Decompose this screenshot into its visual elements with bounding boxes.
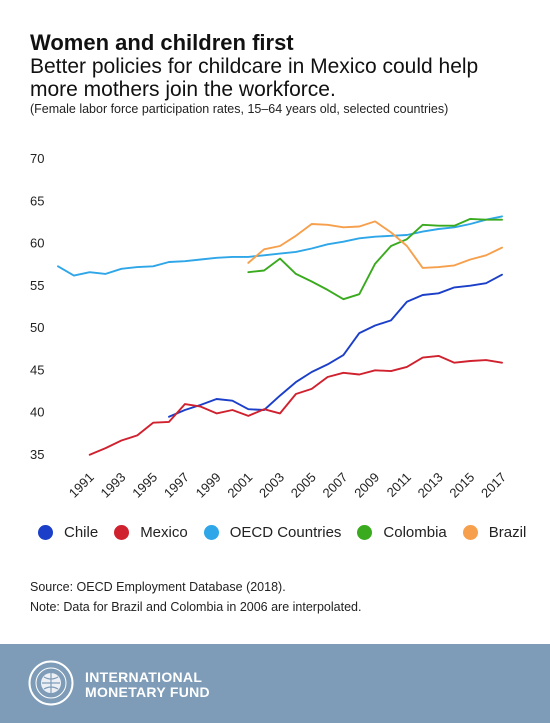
x-tick-label: 1993 [97,470,128,501]
legend-label-chile: Chile [64,524,99,541]
legend-swatch-chile [38,525,53,540]
x-tick-label: 1995 [129,470,160,501]
chart-title: Women and children first [30,30,294,55]
x-tick-label: 2009 [351,470,382,501]
line-chart: 35 40 45 50 55 60 65 70 1991 1993 1995 1997 1999 2001… [30,151,509,501]
y-tick-label: 70 [30,151,44,166]
chart-subtitle: Better policies for childcare in Mexico … [30,55,479,101]
x-tick-label: 2007 [319,470,350,501]
y-tick-label: 55 [30,278,44,293]
imf-name-line2: MONETARY FUND [85,684,210,700]
y-tick-label: 65 [30,193,44,208]
y-tick-label: 60 [30,236,44,251]
legend-label-mexico: Mexico [140,524,188,541]
x-tick-label: 2017 [478,470,509,501]
footer-banner: INTERNATIONAL MONETARY FUND [0,644,550,723]
x-tick-label: 1997 [161,470,192,501]
series-line-colombia [247,217,503,301]
x-tick-label: 1991 [66,470,97,501]
series-line-chile [168,273,503,418]
series-line-brazil [247,220,503,269]
legend-label-oecd: OECD Countries [229,524,342,541]
legend-item-oecd: OECD Countries [203,524,342,541]
legend-label-brazil: Brazil [488,524,527,541]
chart-note: (Female labor force participation rates,… [30,102,449,116]
x-tick-label: 2001 [224,470,255,501]
x-tick-label: 2005 [288,470,319,501]
interpolation-note: Note: Data for Brazil and Colombia in 20… [30,600,362,614]
legend-swatch-mexico [114,525,130,540]
legend: Chile Mexico OECD Countries Colombia Bra… [38,524,542,541]
imf-name-line1: INTERNATIONAL [85,669,203,685]
series-line-mexico [88,354,503,456]
legend-item-colombia: Colombia [357,524,447,541]
series-line-oecd-countries [57,215,503,277]
legend-item-mexico: Mexico [114,524,188,541]
source-line: Source: OECD Employment Database (2018). [30,580,286,594]
legend-item-chile: Chile [38,524,98,541]
x-tick-label: 2015 [446,470,477,501]
x-tick-label: 2003 [256,470,287,501]
legend-swatch-brazil [462,525,478,540]
legend-label-colombia: Colombia [383,524,447,541]
x-tick-label: 2011 [384,470,414,500]
x-tick-label: 2013 [415,470,446,501]
legend-item-brazil: Brazil [462,524,527,541]
y-tick-label: 35 [30,447,44,462]
y-tick-label: 45 [30,362,44,377]
legend-swatch-colombia [357,525,373,540]
imf-seal-icon [28,660,74,706]
y-tick-label: 50 [30,320,44,335]
x-tick-label: 1999 [193,470,224,501]
imf-name: INTERNATIONAL MONETARY FUND [85,670,210,700]
y-tick-label: 40 [30,405,44,420]
legend-swatch-oecd [203,525,219,540]
source-notes: Source: OECD Employment Database (2018).… [30,577,361,617]
